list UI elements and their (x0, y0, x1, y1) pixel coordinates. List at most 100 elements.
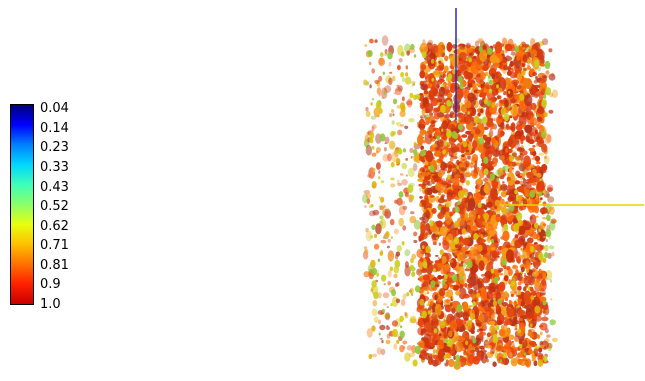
isosurface-blob (512, 316, 518, 324)
isosurface-blob (483, 89, 486, 93)
isosurface-blob (363, 79, 368, 86)
isosurface-blob (375, 101, 381, 109)
isosurface-blob (391, 109, 395, 113)
isosurface-blob (547, 252, 552, 259)
isosurface-blob (534, 155, 541, 162)
isosurface-blob (540, 292, 546, 296)
isosurface-blob (472, 126, 479, 130)
color-scale-tick: 0.33 (40, 160, 69, 175)
isosurface-blob (399, 330, 405, 339)
isosurface-blob (469, 246, 475, 255)
isosurface-blob (430, 280, 436, 288)
isosurface-blob (541, 278, 546, 286)
isosurface-blob (516, 147, 525, 152)
isosurface-blob (497, 196, 502, 201)
isosurface-blob (473, 164, 478, 169)
isosurface-blob (452, 146, 460, 153)
isosurface-blob (502, 311, 506, 316)
isosurface-blob (422, 168, 425, 173)
isosurface-blob (396, 84, 400, 87)
isosurface-blob (478, 118, 482, 123)
isosurface-blob (541, 99, 547, 108)
isosurface-blob (426, 291, 430, 295)
isosurface-blob (470, 265, 477, 276)
isosurface-blob (441, 128, 444, 132)
isosurface-blob (443, 163, 448, 169)
isosurface-blob (453, 284, 460, 291)
isosurface-blob (383, 204, 386, 209)
isosurface-blob (477, 206, 483, 211)
isosurface-blob (534, 205, 539, 214)
isosurface-blob (488, 129, 494, 138)
isosurface-blob (527, 204, 533, 211)
isosurface-blob (405, 72, 409, 77)
isosurface-blob (504, 55, 513, 62)
isosurface-blob (435, 255, 439, 257)
isosurface-blob (422, 178, 429, 183)
isosurface-blob (399, 344, 405, 353)
isosurface-blob (505, 320, 512, 325)
isosurface-blob (471, 147, 476, 154)
isosurface-blob (488, 282, 496, 293)
isosurface-blob (438, 162, 441, 166)
isosurface-blob (390, 183, 396, 188)
isosurface-blob (417, 134, 424, 146)
isosurface-blob (396, 245, 402, 252)
isosurface-blob (429, 165, 435, 173)
isosurface-blob (499, 149, 504, 157)
isosurface-blob (546, 334, 551, 338)
isosurface-blob (504, 201, 509, 207)
isosurface-blob (483, 168, 489, 176)
isosurface-blob (455, 88, 464, 100)
isosurface-blob (436, 135, 440, 141)
isosurface-blob (374, 79, 380, 84)
isosurface-blob (520, 177, 524, 181)
isosurface-blob (381, 35, 389, 46)
isosurface-blob (478, 40, 482, 43)
isosurface-blob (538, 228, 542, 233)
isosurface-blob (378, 108, 383, 114)
isosurface-blob (376, 347, 382, 355)
isosurface-blob (485, 82, 489, 87)
isosurface-blob (534, 176, 540, 183)
isosurface-blob (413, 54, 417, 58)
isosurface-blob (376, 273, 380, 277)
isosurface-blob (440, 134, 444, 138)
isosurface-blob (539, 139, 543, 145)
isosurface-blob (438, 198, 445, 204)
color-scale-tick: 1.0 (40, 297, 61, 312)
isosurface-blob (400, 71, 404, 78)
isosurface-blob (523, 286, 527, 292)
isosurface-blob (490, 137, 496, 145)
isosurface-blob (386, 333, 391, 339)
isosurface-blob (395, 157, 401, 165)
isosurface-blob (544, 252, 549, 259)
isosurface-blob (448, 180, 452, 183)
isosurface-blob (410, 155, 413, 159)
isosurface-blob (411, 271, 416, 278)
isosurface-blob (370, 115, 377, 120)
isosurface-blob (500, 107, 507, 116)
isosurface-blob (498, 281, 506, 292)
isosurface-blob (446, 41, 453, 52)
isosurface-blob (378, 205, 383, 208)
isosurface-blob (525, 268, 529, 274)
isosurface-blob (516, 85, 522, 90)
isosurface-blob (500, 121, 505, 130)
isosurface-blob (467, 286, 471, 290)
isosurface-blob (467, 92, 475, 103)
isosurface-blob (386, 326, 390, 330)
isosurface-blob (501, 198, 505, 205)
isosurface-blob (380, 180, 385, 184)
isosurface-blob (370, 102, 373, 106)
isosurface-blob (460, 246, 469, 251)
isosurface-blob (365, 145, 372, 156)
isosurface-blob (378, 57, 386, 67)
isosurface-blob (521, 70, 526, 76)
isosurface-blob (368, 210, 376, 217)
isosurface-blob (393, 228, 399, 235)
isosurface-blob (439, 320, 446, 329)
isosurface-blob (437, 212, 444, 220)
